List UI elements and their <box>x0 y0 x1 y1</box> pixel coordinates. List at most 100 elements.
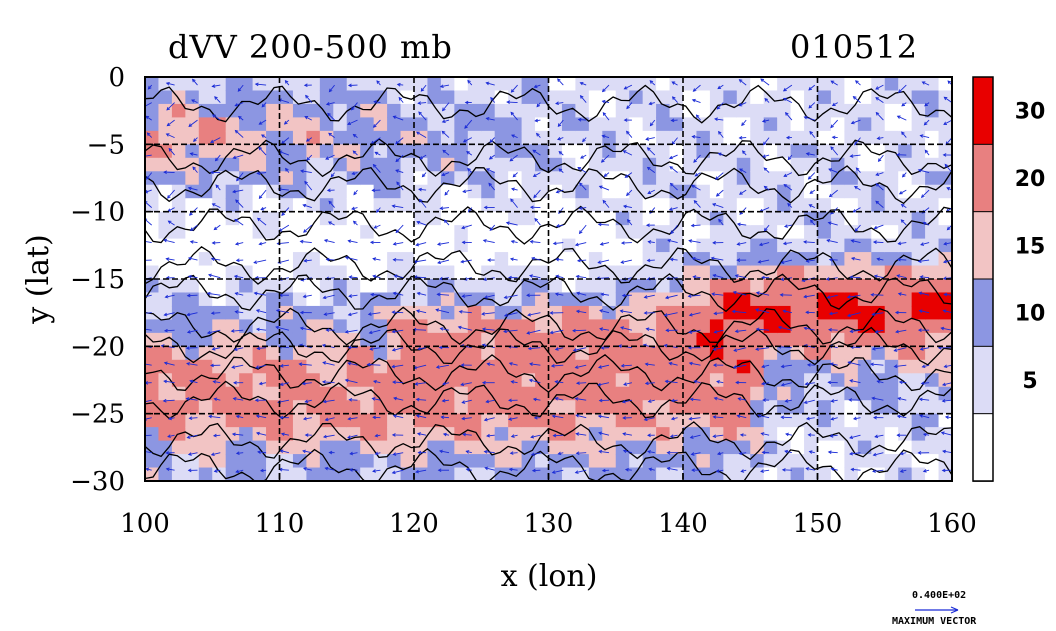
field-cell <box>683 198 698 213</box>
wind-vector-head <box>168 416 173 421</box>
field-cell <box>750 171 765 186</box>
wind-vector-head <box>437 468 442 472</box>
field-cell <box>669 359 684 374</box>
wind-vector <box>580 154 587 159</box>
field-cell <box>911 359 926 374</box>
wind-vector-head <box>576 291 581 296</box>
field-cell <box>844 413 859 428</box>
wind-vector <box>490 97 496 103</box>
wind-vector-head <box>922 469 927 473</box>
wind-vector-head <box>670 398 675 403</box>
field-cell <box>521 440 536 455</box>
field-cell <box>844 198 859 213</box>
wind-vector <box>303 204 312 209</box>
field-cell <box>494 211 509 226</box>
wind-vector <box>552 415 564 419</box>
field-cell <box>198 373 213 388</box>
wind-vector-head <box>303 229 307 233</box>
wind-vector <box>944 164 952 173</box>
wind-vector <box>714 329 724 333</box>
wind-vector <box>830 80 838 86</box>
wind-vector <box>579 182 587 191</box>
wind-vector-head <box>536 103 541 108</box>
field-cell <box>185 413 200 428</box>
wind-vector-head <box>210 452 215 457</box>
field-cell <box>481 467 496 481</box>
wind-vector-head <box>622 449 627 454</box>
wind-vector-head <box>917 259 922 264</box>
wind-vector <box>145 328 152 331</box>
wind-vector-head <box>732 365 737 369</box>
wind-vector <box>467 168 473 173</box>
field-cell <box>400 305 415 320</box>
field-cell <box>198 467 213 481</box>
field-cell <box>521 359 536 374</box>
wind-vector <box>945 416 952 419</box>
wind-vector <box>762 154 770 158</box>
field-cell <box>346 90 361 105</box>
field-cell <box>440 305 455 320</box>
field-cell <box>656 373 671 388</box>
field-cell <box>723 373 738 388</box>
wind-vector <box>733 291 747 296</box>
field-cell <box>414 90 429 105</box>
field-cell <box>481 90 496 105</box>
wind-vector <box>398 97 404 103</box>
wind-vector <box>897 415 907 419</box>
wind-vector <box>304 181 313 191</box>
wind-vector <box>604 172 610 177</box>
field-cell <box>212 90 227 105</box>
wind-vector <box>510 258 518 261</box>
wind-vector-head <box>643 417 648 422</box>
wind-vector-head <box>284 167 289 172</box>
wind-vector-head <box>670 118 675 123</box>
field-cell <box>696 454 711 469</box>
wind-vector <box>442 149 450 156</box>
field-cell <box>561 225 576 240</box>
wind-vector <box>576 310 587 314</box>
field-cell <box>588 157 603 172</box>
field-cell <box>615 400 630 415</box>
wind-vector-head <box>739 168 743 172</box>
field-cell <box>830 252 845 267</box>
wind-vector-head <box>234 103 239 107</box>
field-cell <box>629 211 644 226</box>
field-cell <box>642 279 657 294</box>
wind-vector <box>531 257 541 261</box>
wind-vector-head <box>755 327 760 332</box>
field-cell <box>709 332 724 347</box>
wind-vector <box>190 153 198 156</box>
colorbar-label: 20 <box>1015 167 1046 192</box>
wind-vector-head <box>418 111 422 116</box>
wind-vector-head <box>482 239 487 243</box>
wind-vector <box>235 311 244 314</box>
wind-vector <box>235 130 244 138</box>
field-cell <box>508 279 523 294</box>
wind-vector-head <box>870 362 874 367</box>
wind-vector-head <box>805 310 809 315</box>
field-cell <box>360 467 375 481</box>
wind-vector <box>785 433 792 436</box>
wind-vector <box>830 119 839 128</box>
wind-vector-head <box>211 203 216 207</box>
field-cell <box>198 386 213 401</box>
field-cell <box>414 332 429 347</box>
wind-vector-head <box>550 364 555 368</box>
wind-vector <box>441 131 450 138</box>
field-cell <box>171 279 186 294</box>
field-cell <box>225 77 240 92</box>
wind-vector <box>739 168 747 173</box>
wind-vector <box>756 292 770 296</box>
field-cell <box>884 130 899 145</box>
wind-vector <box>942 382 952 386</box>
wind-vector <box>899 381 907 384</box>
field-cell <box>279 144 294 159</box>
field-cell <box>508 319 523 334</box>
field-cell <box>266 292 281 307</box>
wind-vector-head <box>871 346 876 351</box>
field-cell <box>804 346 819 361</box>
wind-vector <box>461 382 472 386</box>
wind-vector <box>577 167 587 173</box>
field-cell <box>535 252 550 267</box>
wind-vector-head <box>897 292 902 296</box>
